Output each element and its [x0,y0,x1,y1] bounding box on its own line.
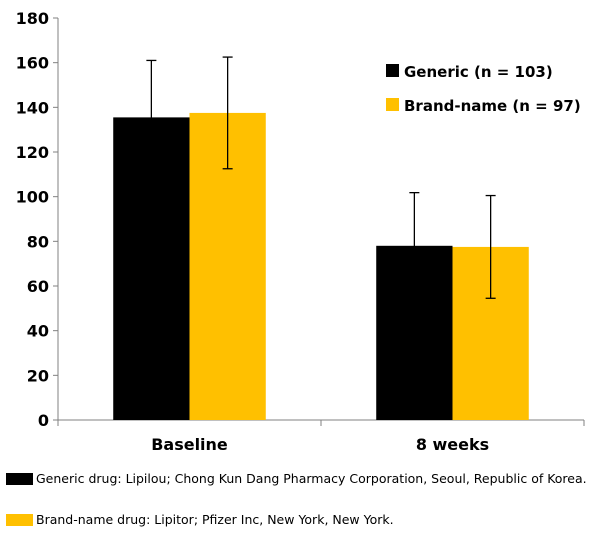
y-tick-label: 0 [38,411,49,430]
y-tick-label: 120 [16,143,49,162]
legend-label-generic: Generic (n = 103) [404,63,553,81]
error-bars [146,56,496,300]
bar-chart: 0 20 40 60 80 100 120 140 160 180 Baseline 8 weeks… [16,9,585,454]
footnote-swatch-generic [6,473,33,485]
y-tick-label: 80 [27,232,49,251]
footnote-swatch-brand [6,514,33,526]
legend-swatch-generic [386,64,399,77]
y-tick-label: 60 [27,277,49,296]
footnote-generic-text: Generic drug: Lipilou; Chong Kun Dang Ph… [36,471,587,486]
y-tick-label: 40 [27,322,49,341]
x-tick-label: 8 weeks [416,435,489,454]
legend-label-brand-name: Brand-name (n = 97) [404,97,581,115]
x-axis: Baseline 8 weeks [57,419,585,454]
footnote-brand-text: Brand-name drug: Lipitor; Pfizer Inc, Ne… [36,512,394,527]
y-tick-label: 140 [16,98,49,117]
legend: Generic (n = 103) Brand-name (n = 97) [386,63,581,115]
footnote-generic: Generic drug: Lipilou; Chong Kun Dang Ph… [6,470,596,488]
bar-series [113,112,529,421]
footnote-brand: Brand-name drug: Lipitor; Pfizer Inc, Ne… [6,511,596,529]
y-tick-label: 100 [16,188,49,207]
y-tick-label: 20 [27,366,49,385]
y-tick-label: 160 [16,54,49,73]
legend-swatch-brand-name [386,98,399,111]
y-axis: 0 20 40 60 80 100 120 140 160 180 [16,9,59,430]
x-tick-label: Baseline [151,435,228,454]
y-tick-label: 180 [16,9,49,28]
